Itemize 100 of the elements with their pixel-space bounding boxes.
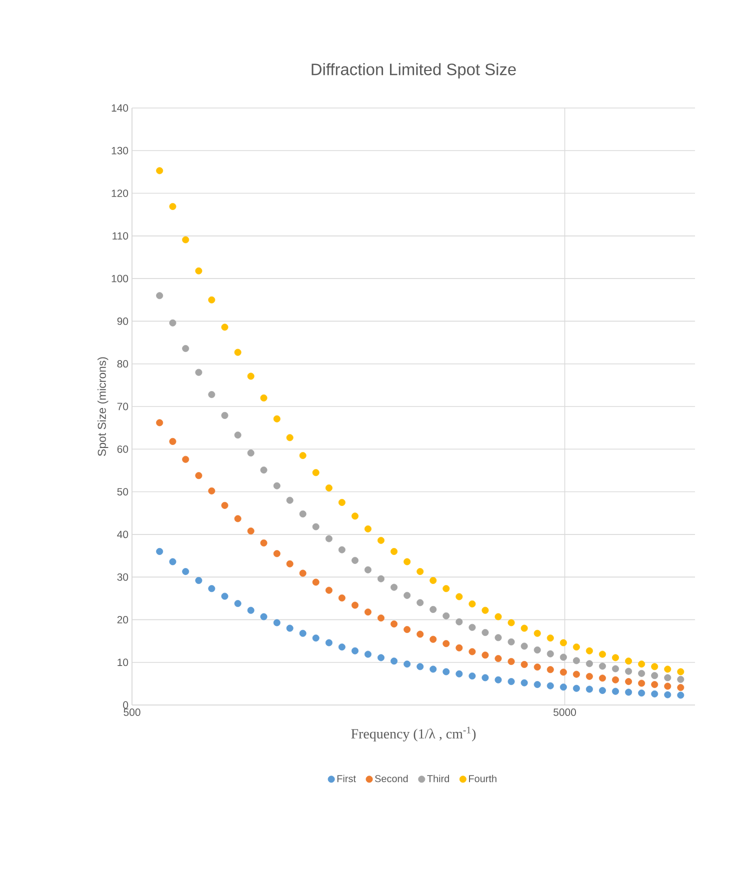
point [378, 536, 384, 544]
point [520, 642, 528, 650]
point [390, 658, 398, 665]
point [430, 666, 437, 673]
point [546, 666, 554, 674]
point [299, 570, 306, 577]
point [664, 666, 672, 673]
point [286, 434, 294, 442]
point [182, 236, 190, 244]
point [520, 624, 528, 632]
point [482, 629, 489, 636]
point [586, 686, 593, 693]
point [651, 672, 658, 680]
y-tick-label: 0 [123, 701, 128, 709]
point [208, 585, 216, 592]
legend-label: First [337, 774, 356, 782]
point [468, 600, 476, 608]
point [169, 319, 176, 326]
y-tick-label: 100 [112, 274, 128, 282]
point [430, 636, 437, 643]
point [273, 550, 280, 558]
point [195, 368, 202, 376]
y-tick-label: 110 [112, 232, 128, 240]
point [612, 676, 619, 684]
point [677, 668, 684, 676]
point [404, 592, 411, 599]
point [677, 676, 684, 683]
y-tick-label: 40 [117, 530, 128, 538]
point [378, 654, 384, 662]
y-tick-label: 80 [117, 360, 128, 368]
point [482, 674, 489, 682]
point [468, 624, 476, 631]
point [546, 634, 554, 642]
point [638, 680, 646, 687]
point [260, 613, 268, 620]
point [364, 525, 372, 532]
point [612, 654, 619, 662]
point [664, 691, 672, 698]
point [404, 660, 411, 668]
point [482, 652, 489, 659]
point [286, 624, 294, 632]
point [456, 670, 463, 678]
y-tick-label: 10 [118, 658, 128, 666]
point [325, 535, 332, 542]
point [560, 654, 567, 661]
point [352, 512, 359, 520]
point [598, 662, 606, 670]
point [638, 670, 646, 677]
point [442, 585, 450, 592]
point [442, 612, 450, 620]
point [273, 415, 280, 422]
point [612, 688, 619, 695]
point [312, 634, 320, 642]
point [520, 679, 528, 686]
point [364, 566, 372, 574]
point [520, 660, 528, 668]
legend-label: Third [427, 774, 450, 782]
point [442, 668, 450, 676]
point [677, 692, 684, 699]
point [195, 576, 202, 584]
point [586, 660, 593, 668]
point [430, 576, 437, 584]
point [156, 548, 164, 555]
point [494, 655, 502, 662]
point [234, 348, 242, 356]
point [156, 167, 164, 174]
point [625, 678, 632, 686]
point [325, 586, 332, 594]
point [508, 619, 515, 626]
point [195, 472, 202, 480]
point [586, 647, 593, 654]
point [586, 672, 593, 680]
point [208, 296, 216, 304]
point [247, 606, 254, 614]
point [638, 660, 646, 668]
x-tick-label: 5000 [554, 708, 576, 716]
point [416, 630, 424, 638]
y-tick-label: 140 [112, 104, 128, 112]
point [325, 484, 332, 492]
point [404, 558, 411, 566]
legend-label: Fourth [469, 774, 496, 782]
point [247, 449, 254, 456]
point [534, 664, 541, 671]
point [625, 688, 632, 696]
point [494, 676, 502, 684]
point [169, 202, 176, 210]
point [677, 684, 684, 692]
point [286, 496, 294, 504]
point [442, 640, 450, 648]
point [598, 686, 606, 694]
point [560, 639, 567, 646]
point [456, 644, 463, 652]
point [221, 412, 228, 419]
point [234, 600, 242, 607]
point [664, 674, 672, 682]
point [598, 674, 606, 682]
point [208, 391, 216, 398]
point [390, 548, 398, 555]
point [352, 556, 359, 564]
point [221, 502, 228, 509]
